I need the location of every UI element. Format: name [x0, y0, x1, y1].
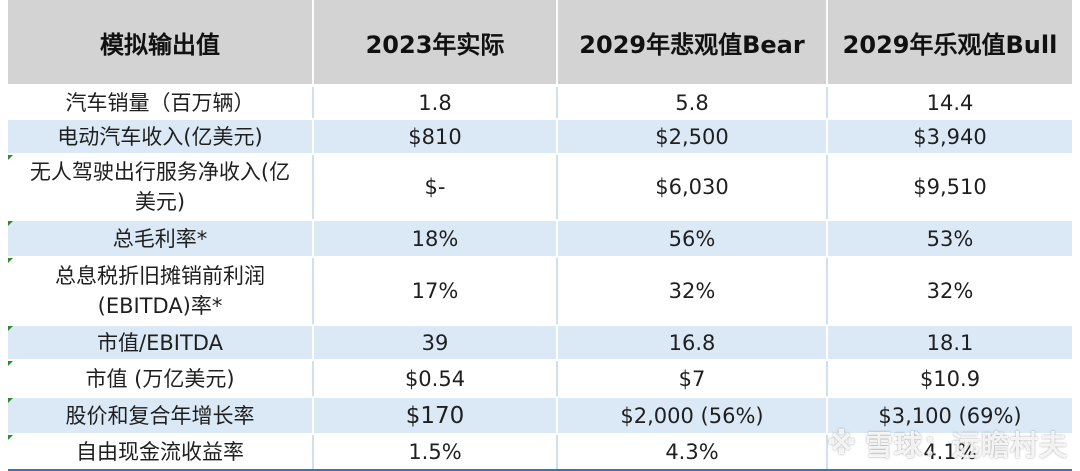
- row-label: 总息税折旧摊销前利润(EBITDA)率*: [55, 264, 265, 318]
- cell-bull: $3,100 (69%): [878, 403, 1022, 428]
- cell-bear: 5.8: [558, 87, 828, 118]
- row-label: 无人驾驶出行服务净收入(亿美元): [29, 160, 291, 214]
- cell-bear: 16.8: [558, 326, 828, 359]
- header-cell-metric: 模拟输出值: [8, 0, 314, 84]
- row-label-cell: 无人驾驶出行服务净收入(亿美元): [8, 155, 314, 219]
- green-corner-marker: [8, 221, 13, 226]
- cell-bull: $9,510: [913, 175, 987, 199]
- table-row: 股价和复合年增长率 $170 $2,000 (56%) $3,100 (69%): [8, 398, 1072, 435]
- cell-bull: 18.1: [926, 330, 974, 355]
- cell-bear: $2,500: [558, 120, 828, 153]
- projection-table: 模拟输出值 2023年实际 2029年悲观值Bear 2029年乐观值Bull …: [8, 0, 1072, 471]
- cell-bull: 14.4: [926, 90, 974, 115]
- cell-bear: 32%: [558, 258, 828, 324]
- cell-bull: 53%: [926, 226, 974, 251]
- cell-2023: 18%: [314, 221, 558, 256]
- table-row: 汽车销量（百万辆） 1.8 5.8 14.4: [8, 87, 1072, 120]
- cell-bull: $10.9: [919, 366, 981, 391]
- cell-bear: $7: [558, 361, 828, 396]
- green-corner-marker: [8, 435, 13, 440]
- cell-2023: $0.54: [314, 361, 558, 396]
- table-row: 市值 (万亿美元) $0.54 $7 $10.9: [8, 361, 1072, 398]
- cell-bull: 32%: [926, 279, 974, 303]
- row-label-cell: 市值 (万亿美元): [8, 361, 314, 396]
- header-cell-2023-actual: 2023年实际: [314, 0, 558, 84]
- row-label-cell: 市值/EBITDA: [8, 326, 314, 359]
- table-row: 总息税折旧摊销前利润(EBITDA)率* 17% 32% 32%: [8, 258, 1072, 326]
- watermark-text: 雪球：远瞻村夫: [864, 429, 1068, 462]
- cell-bull: $3,940: [913, 124, 987, 149]
- header-cell-2029-bear: 2029年悲观值Bear: [558, 0, 828, 84]
- row-label: 市值 (万亿美元): [85, 366, 235, 391]
- row-label: 总毛利率*: [112, 226, 208, 251]
- row-label: 股价和复合年增长率: [65, 403, 255, 428]
- cell-2023: $170: [314, 398, 558, 433]
- row-label-cell: 自由现金流收益率: [8, 435, 314, 469]
- cell-2023: $-: [314, 155, 558, 219]
- cell-bear: 56%: [558, 221, 828, 256]
- green-corner-marker: [8, 155, 13, 160]
- row-label: 自由现金流收益率: [76, 440, 244, 464]
- cell-bull: 4.1%: [923, 440, 977, 464]
- green-corner-marker: [8, 398, 13, 403]
- cell-2023: 39: [314, 326, 558, 359]
- green-corner-marker: [8, 258, 13, 263]
- table-row: 自由现金流收益率 1.5% 4.3% 4.1%: [8, 435, 1072, 471]
- table-row: 总毛利率* 18% 56% 53%: [8, 221, 1072, 258]
- row-label: 电动汽车收入(亿美元): [8, 120, 314, 153]
- row-label: 汽车销量（百万辆）: [8, 87, 314, 118]
- cell-bear: 4.3%: [558, 435, 828, 469]
- cell-2023: 17%: [314, 258, 558, 324]
- table-row: 电动汽车收入(亿美元) $810 $2,500 $3,940: [8, 120, 1072, 155]
- cell-2023: 1.8: [314, 87, 558, 118]
- green-corner-marker: [8, 361, 13, 366]
- xueqiu-snowball-icon: ※: [826, 426, 857, 462]
- row-label: 市值/EBITDA: [97, 330, 223, 355]
- header-cell-2029-bull: 2029年乐观值Bull: [842, 30, 1058, 59]
- cell-bear: $2,000 (56%): [558, 398, 828, 433]
- row-label-cell: 总毛利率*: [8, 221, 314, 256]
- row-label-cell: 总息税折旧摊销前利润(EBITDA)率*: [8, 258, 314, 324]
- green-corner-marker: [8, 326, 13, 331]
- row-label-cell: 股价和复合年增长率: [8, 398, 314, 433]
- table-row: 无人驾驶出行服务净收入(亿美元) $- $6,030 $9,510: [8, 155, 1072, 221]
- table-row: 市值/EBITDA 39 16.8 18.1: [8, 326, 1072, 361]
- cell-bear: $6,030: [558, 155, 828, 219]
- table-header-row: 模拟输出值 2023年实际 2029年悲观值Bear 2029年乐观值Bull: [8, 0, 1072, 87]
- cell-2023: 1.5%: [314, 435, 558, 469]
- watermark: ※ 雪球：远瞻村夫: [827, 424, 1068, 464]
- cell-2023: $810: [314, 120, 558, 153]
